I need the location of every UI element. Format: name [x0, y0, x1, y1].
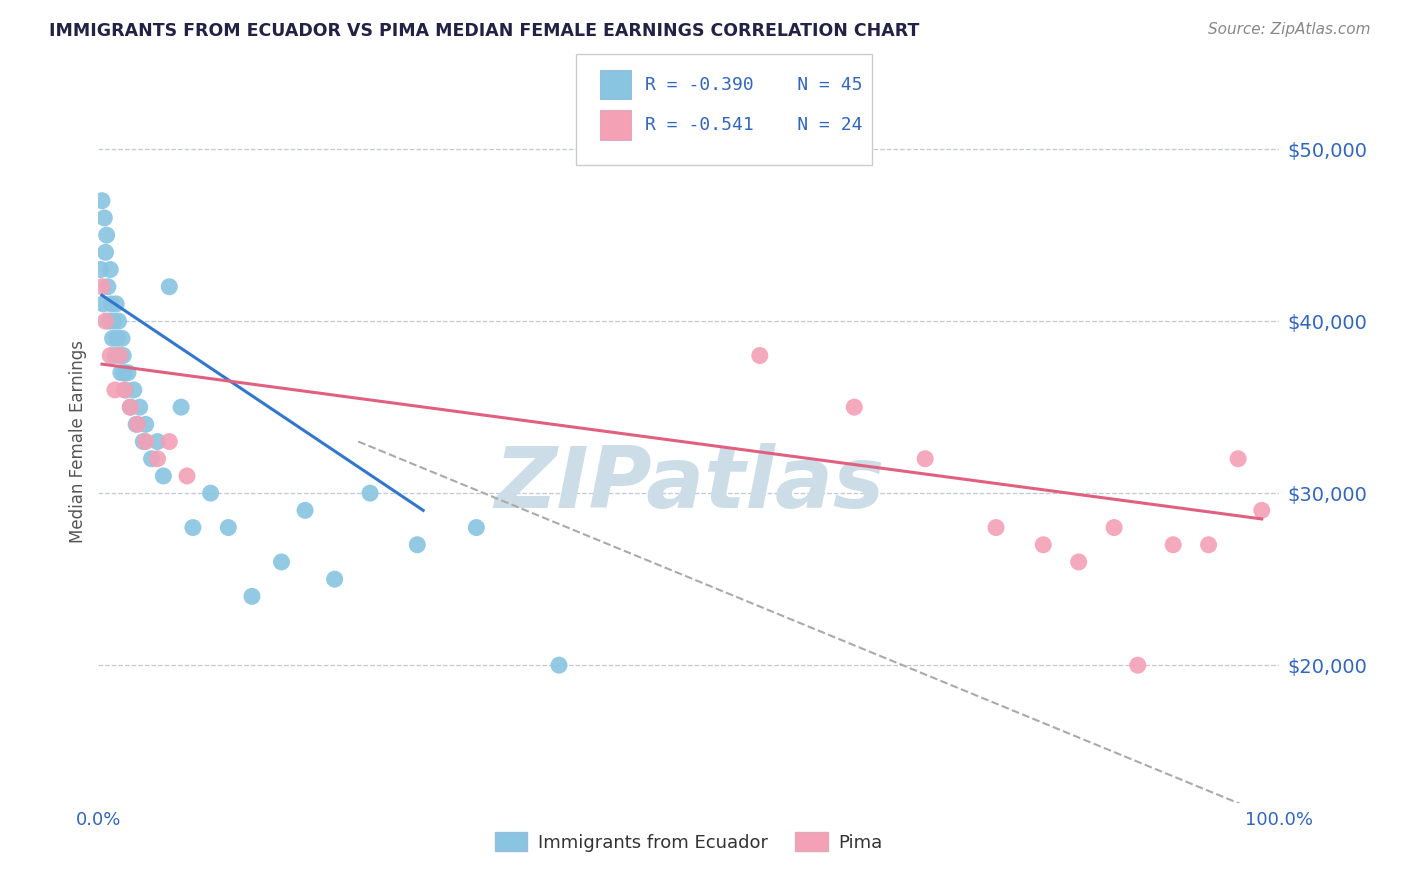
Point: [94, 314, 117, 328]
Point: [101, 331, 124, 345]
Point: [914, 451, 936, 466]
Point: [984, 520, 1007, 534]
Point: [125, 417, 148, 432]
Point: [120, 400, 142, 414]
Point: [110, 366, 132, 380]
Point: [170, 400, 193, 414]
Point: [1126, 658, 1149, 673]
Point: [135, 434, 157, 449]
Point: [1067, 555, 1090, 569]
Text: IMMIGRANTS FROM ECUADOR VS PIMA MEDIAN FEMALE EARNINGS CORRELATION CHART: IMMIGRANTS FROM ECUADOR VS PIMA MEDIAN F…: [49, 22, 920, 40]
Legend: Immigrants from Ecuador, Pima: Immigrants from Ecuador, Pima: [488, 825, 890, 859]
Point: [181, 520, 204, 534]
Point: [1161, 538, 1184, 552]
Text: R = -0.541    N = 24: R = -0.541 N = 24: [645, 116, 863, 134]
Point: [98, 349, 121, 363]
Point: [157, 279, 180, 293]
Point: [128, 400, 150, 414]
Point: [240, 590, 263, 604]
Point: [323, 572, 346, 586]
Point: [406, 538, 429, 552]
Point: [217, 520, 239, 534]
Point: [844, 400, 866, 414]
Point: [104, 349, 127, 363]
Point: [112, 366, 135, 380]
Point: [98, 262, 121, 277]
Point: [152, 469, 174, 483]
Point: [105, 331, 128, 345]
Point: [157, 434, 180, 449]
Point: [96, 228, 118, 243]
Point: [748, 349, 770, 363]
Point: [135, 417, 157, 432]
Text: Source: ZipAtlas.com: Source: ZipAtlas.com: [1208, 22, 1371, 37]
Point: [200, 486, 222, 500]
Text: R = -0.390    N = 45: R = -0.390 N = 45: [645, 76, 863, 94]
Point: [93, 211, 115, 225]
Point: [1227, 451, 1250, 466]
Point: [112, 383, 135, 397]
Text: ZIPatlas: ZIPatlas: [494, 443, 884, 526]
Point: [359, 486, 381, 500]
Point: [1102, 520, 1125, 534]
Point: [146, 451, 169, 466]
Point: [104, 383, 127, 397]
Point: [176, 469, 198, 483]
Point: [117, 366, 139, 380]
Point: [94, 245, 117, 260]
Point: [132, 434, 155, 449]
Point: [105, 297, 128, 311]
Point: [100, 297, 122, 311]
Point: [1032, 538, 1054, 552]
Point: [141, 451, 163, 466]
Point: [122, 383, 145, 397]
Point: [127, 417, 149, 432]
Point: [108, 349, 131, 363]
Point: [120, 400, 142, 414]
Point: [108, 349, 131, 363]
Point: [91, 194, 114, 208]
Point: [270, 555, 292, 569]
Point: [111, 331, 134, 345]
Point: [91, 297, 114, 311]
Point: [112, 349, 135, 363]
Point: [107, 314, 129, 328]
Point: [91, 279, 114, 293]
Point: [97, 279, 120, 293]
Point: [465, 520, 488, 534]
Point: [90, 262, 112, 277]
Point: [146, 434, 169, 449]
Point: [103, 314, 125, 328]
Point: [548, 658, 571, 673]
Point: [1250, 503, 1272, 517]
Point: [294, 503, 316, 517]
Point: [114, 383, 136, 397]
Y-axis label: Median Female Earnings: Median Female Earnings: [69, 340, 87, 543]
Point: [98, 314, 121, 328]
Point: [1198, 538, 1220, 552]
